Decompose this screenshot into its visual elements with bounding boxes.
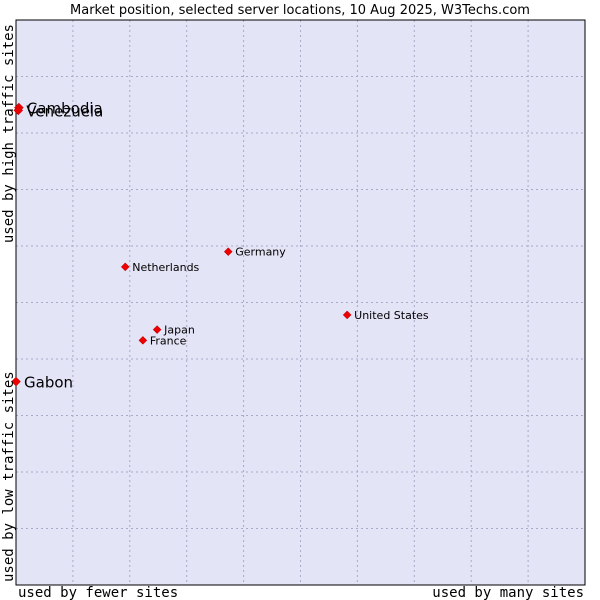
x-axis-label-right: used by many sites	[432, 585, 584, 600]
grid-lines	[16, 20, 585, 585]
x-axis-label-left: used by fewer sites	[18, 585, 178, 600]
marker-gabon	[11, 376, 21, 387]
chart-title: Market position, selected server locatio…	[70, 3, 530, 18]
label-france: France	[150, 334, 187, 347]
label-japan: Japan	[163, 324, 195, 337]
marker-united-states	[342, 310, 352, 320]
marker-netherlands	[120, 262, 130, 272]
label-gabon: Gabon	[24, 374, 73, 392]
point-france: France	[138, 334, 187, 347]
label-cambodia: Cambodia	[27, 100, 103, 118]
point-venezuela: Venezuela	[13, 102, 103, 120]
y-axis-label-top: used by high traffic sites	[1, 24, 17, 243]
marker-venezuela	[13, 105, 24, 116]
marker-france	[138, 336, 148, 345]
label-germany: Germany	[235, 246, 286, 259]
marker-japan	[152, 325, 162, 334]
label-venezuela: Venezuela	[26, 102, 103, 120]
label-netherlands: Netherlands	[132, 261, 199, 274]
point-japan: Japan	[152, 324, 195, 337]
point-germany: Germany	[223, 246, 286, 259]
point-united-states: United States	[342, 309, 429, 322]
label-united-states: United States	[354, 309, 429, 322]
marker-germany	[223, 247, 233, 257]
y-axis-label-bottom: used by low traffic sites	[1, 371, 17, 582]
point-gabon: Gabon	[11, 374, 73, 392]
point-netherlands: Netherlands	[120, 261, 200, 274]
plot-border	[15, 19, 586, 586]
